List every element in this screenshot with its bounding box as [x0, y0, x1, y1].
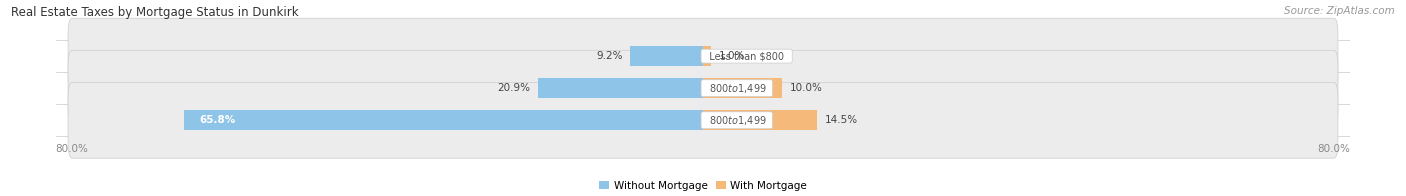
Text: $800 to $1,499: $800 to $1,499 — [703, 114, 770, 127]
Text: 14.5%: 14.5% — [825, 115, 859, 125]
Bar — [703, 46, 711, 66]
FancyBboxPatch shape — [67, 50, 1339, 126]
Text: $800 to $1,499: $800 to $1,499 — [703, 82, 770, 95]
Text: Source: ZipAtlas.com: Source: ZipAtlas.com — [1284, 6, 1395, 16]
FancyBboxPatch shape — [67, 82, 1339, 158]
Bar — [184, 110, 703, 130]
Bar — [703, 78, 782, 98]
Bar — [703, 110, 817, 130]
Text: 9.2%: 9.2% — [596, 51, 623, 61]
Bar — [630, 46, 703, 66]
Text: 1.0%: 1.0% — [718, 51, 745, 61]
Bar — [538, 78, 703, 98]
Text: 65.8%: 65.8% — [200, 115, 236, 125]
Text: Less than $800: Less than $800 — [703, 51, 790, 61]
Text: 20.9%: 20.9% — [498, 83, 530, 93]
Legend: Without Mortgage, With Mortgage: Without Mortgage, With Mortgage — [599, 181, 807, 191]
FancyBboxPatch shape — [67, 18, 1339, 94]
Text: 10.0%: 10.0% — [790, 83, 823, 93]
Text: Real Estate Taxes by Mortgage Status in Dunkirk: Real Estate Taxes by Mortgage Status in … — [11, 6, 299, 19]
